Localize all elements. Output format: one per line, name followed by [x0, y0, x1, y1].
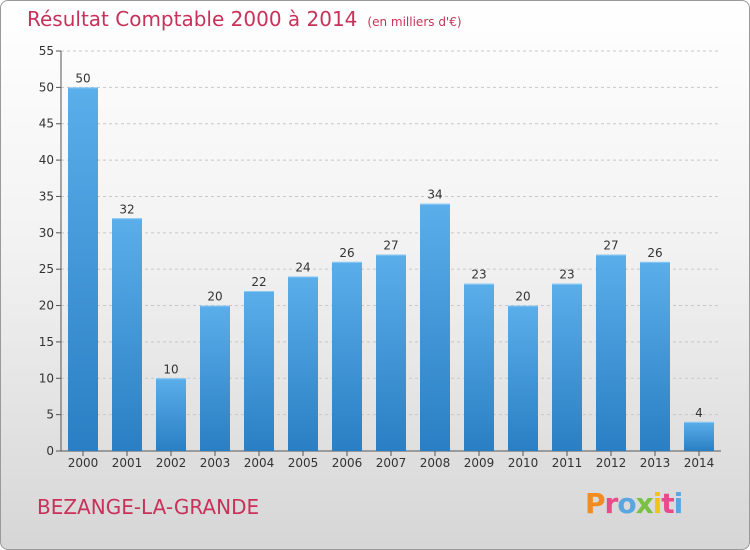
place-name: BEZANGE-LA-GRANDE: [37, 495, 260, 519]
y-tick-label: 10: [39, 371, 54, 385]
y-tick-label: 15: [39, 335, 54, 349]
bar-value-label: 27: [383, 239, 398, 253]
y-tick-label: 45: [39, 117, 54, 131]
bar: [332, 261, 362, 451]
x-tick-label: 2005: [288, 456, 319, 470]
x-tick-label: 2011: [552, 456, 583, 470]
bar-value-label: 50: [75, 71, 90, 85]
y-tick-label: 30: [39, 226, 54, 240]
y-tick-label: 55: [39, 44, 54, 58]
bar-value-label: 26: [339, 246, 354, 260]
bar: [596, 254, 626, 451]
bar-value-label: 23: [471, 268, 486, 282]
bar: [288, 276, 318, 451]
bar-value-label: 34: [427, 188, 442, 202]
bar: [68, 87, 98, 451]
chart-title: Résultat Comptable 2000 à 2014 (en millie…: [27, 7, 462, 31]
bar-value-label: 26: [647, 246, 662, 260]
y-tick-label: 35: [39, 189, 54, 203]
logo-letter: i: [673, 487, 684, 520]
x-tick-label: 2008: [420, 456, 451, 470]
x-tick-label: 2014: [684, 456, 715, 470]
logo-letter: t: [661, 487, 674, 520]
bar-value-label: 24: [295, 260, 310, 274]
bar: [552, 283, 582, 451]
bar: [464, 283, 494, 451]
bar: [200, 305, 230, 451]
bar-value-label: 22: [251, 275, 266, 289]
logo-letter: o: [617, 487, 636, 520]
bar: [684, 421, 714, 451]
bar: [420, 203, 450, 451]
bar: [640, 261, 670, 451]
proxiti-logo: Proxiti: [585, 487, 684, 520]
bar: [244, 291, 274, 451]
x-tick-label: 2009: [464, 456, 495, 470]
x-tick-label: 2007: [376, 456, 407, 470]
x-tick-label: 2012: [596, 456, 627, 470]
x-tick-label: 2000: [68, 456, 99, 470]
bar-value-label: 27: [603, 239, 618, 253]
bar-value-label: 20: [515, 290, 530, 304]
bar-value-label: 32: [119, 202, 134, 216]
logo-letter: x: [635, 487, 654, 520]
bar-value-label: 4: [695, 406, 703, 420]
y-tick-label: 40: [39, 153, 54, 167]
y-tick-label: 50: [39, 80, 54, 94]
x-tick-label: 2004: [244, 456, 275, 470]
x-tick-label: 2010: [508, 456, 539, 470]
logo-letter: i: [652, 487, 663, 520]
bars: [68, 87, 714, 451]
y-tick-label: 20: [39, 299, 54, 313]
x-tick-label: 2001: [112, 456, 143, 470]
bar: [156, 378, 186, 451]
bar-value-label: 23: [559, 268, 574, 282]
x-tick-label: 2002: [156, 456, 187, 470]
labels: 0 5 10 15 20 25 30 35 40 45 50 55 50 2000 32 2001 10 2002…: [39, 44, 715, 470]
chart-unit-label: (en milliers d'€): [367, 15, 462, 29]
y-tick-label: 0: [46, 444, 54, 458]
bar-value-label: 20: [207, 290, 222, 304]
chart-title-text: Résultat Comptable 2000 à 2014: [27, 7, 358, 31]
logo-letter: r: [604, 487, 619, 520]
logo-letter: P: [585, 487, 606, 520]
x-tick-label: 2013: [640, 456, 671, 470]
bar: [112, 218, 142, 451]
x-tick-label: 2006: [332, 456, 363, 470]
bar: [376, 254, 406, 451]
y-tick-label: 5: [46, 408, 54, 422]
x-tick-label: 2003: [200, 456, 231, 470]
y-tick-label: 25: [39, 262, 54, 276]
bar: [508, 305, 538, 451]
bar-value-label: 10: [163, 362, 178, 376]
